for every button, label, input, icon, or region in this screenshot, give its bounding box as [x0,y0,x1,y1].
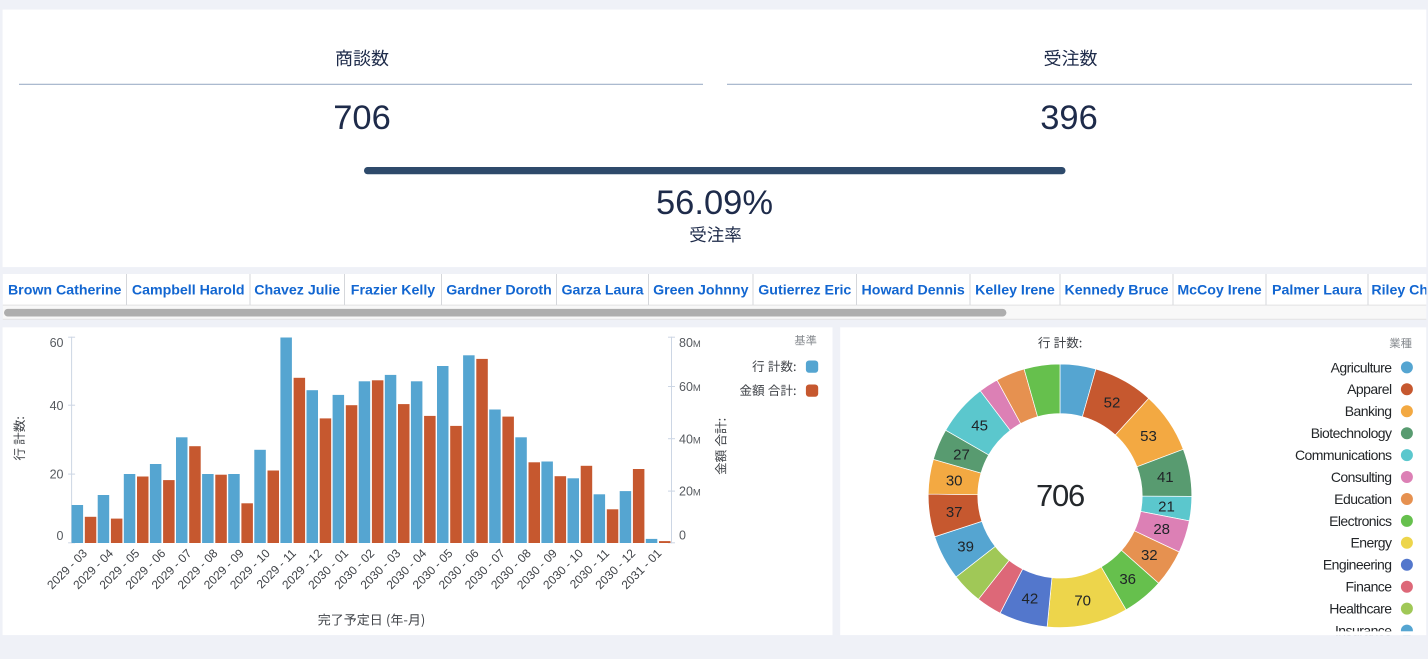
svg-text:56.09%: 56.09% [656,184,773,222]
svg-text:40: 40 [50,399,64,413]
svg-text:Engineering: Engineering [1323,557,1392,573]
svg-text:Banking: Banking [1345,403,1392,419]
svg-text:Education: Education [1334,491,1391,507]
svg-text:53: 53 [1140,428,1157,445]
svg-text:39: 39 [957,538,974,555]
svg-text:396: 396 [1040,99,1098,137]
svg-text:0: 0 [679,529,686,543]
svg-text:0: 0 [57,529,64,543]
svg-text:Palmer Laura: Palmer Laura [1272,283,1362,299]
svg-text:Riley Christina: Riley Christina [1371,283,1428,299]
svg-text:36: 36 [1119,571,1136,588]
svg-text:Howard Dennis: Howard Dennis [862,283,965,299]
svg-text:Biotechnology: Biotechnology [1311,425,1392,441]
svg-text:42: 42 [1022,591,1039,608]
svg-text:20: 20 [50,468,64,482]
svg-text:37: 37 [946,504,963,521]
svg-text:41: 41 [1157,469,1174,486]
svg-text:27: 27 [953,446,970,463]
svg-text:21: 21 [1158,499,1175,516]
svg-text:Electronics: Electronics [1329,513,1392,529]
svg-text:45: 45 [971,417,988,434]
svg-text:32: 32 [1141,547,1158,564]
svg-text:Agriculture: Agriculture [1331,359,1393,375]
svg-text:60: 60 [50,336,64,350]
svg-text:Finance: Finance [1346,579,1393,595]
svg-text:Kennedy Bruce: Kennedy Bruce [1064,283,1168,299]
svg-text:20M: 20M [679,485,701,499]
svg-text:706: 706 [333,99,391,137]
svg-text:Apparel: Apparel [1347,381,1392,397]
svg-text:Brown Catherine: Brown Catherine [8,283,122,299]
svg-text:80M: 80M [679,336,701,350]
svg-text:Healthcare: Healthcare [1329,601,1392,617]
svg-text:40M: 40M [679,432,701,446]
svg-text:52: 52 [1104,395,1121,412]
svg-text:Campbell Harold: Campbell Harold [132,283,245,299]
svg-text:Communications: Communications [1295,447,1392,463]
svg-text:28: 28 [1153,521,1170,538]
svg-text:Frazier Kelly: Frazier Kelly [351,283,435,299]
svg-text:Gutierrez Eric: Gutierrez Eric [758,283,851,299]
svg-text:Energy: Energy [1350,535,1392,551]
svg-text:Green Johnny: Green Johnny [653,283,749,299]
svg-text:706: 706 [1036,478,1084,513]
svg-text:Chavez Julie: Chavez Julie [254,283,340,299]
svg-text:Kelley Irene: Kelley Irene [975,283,1055,299]
svg-text:Garza Laura: Garza Laura [561,283,643,299]
svg-text:McCoy Irene: McCoy Irene [1177,283,1261,299]
svg-text:Gardner Doroth: Gardner Doroth [446,283,552,299]
svg-text:60M: 60M [679,380,701,394]
svg-text:Consulting: Consulting [1331,469,1392,485]
svg-text:70: 70 [1074,593,1091,610]
svg-text:30: 30 [946,472,963,489]
